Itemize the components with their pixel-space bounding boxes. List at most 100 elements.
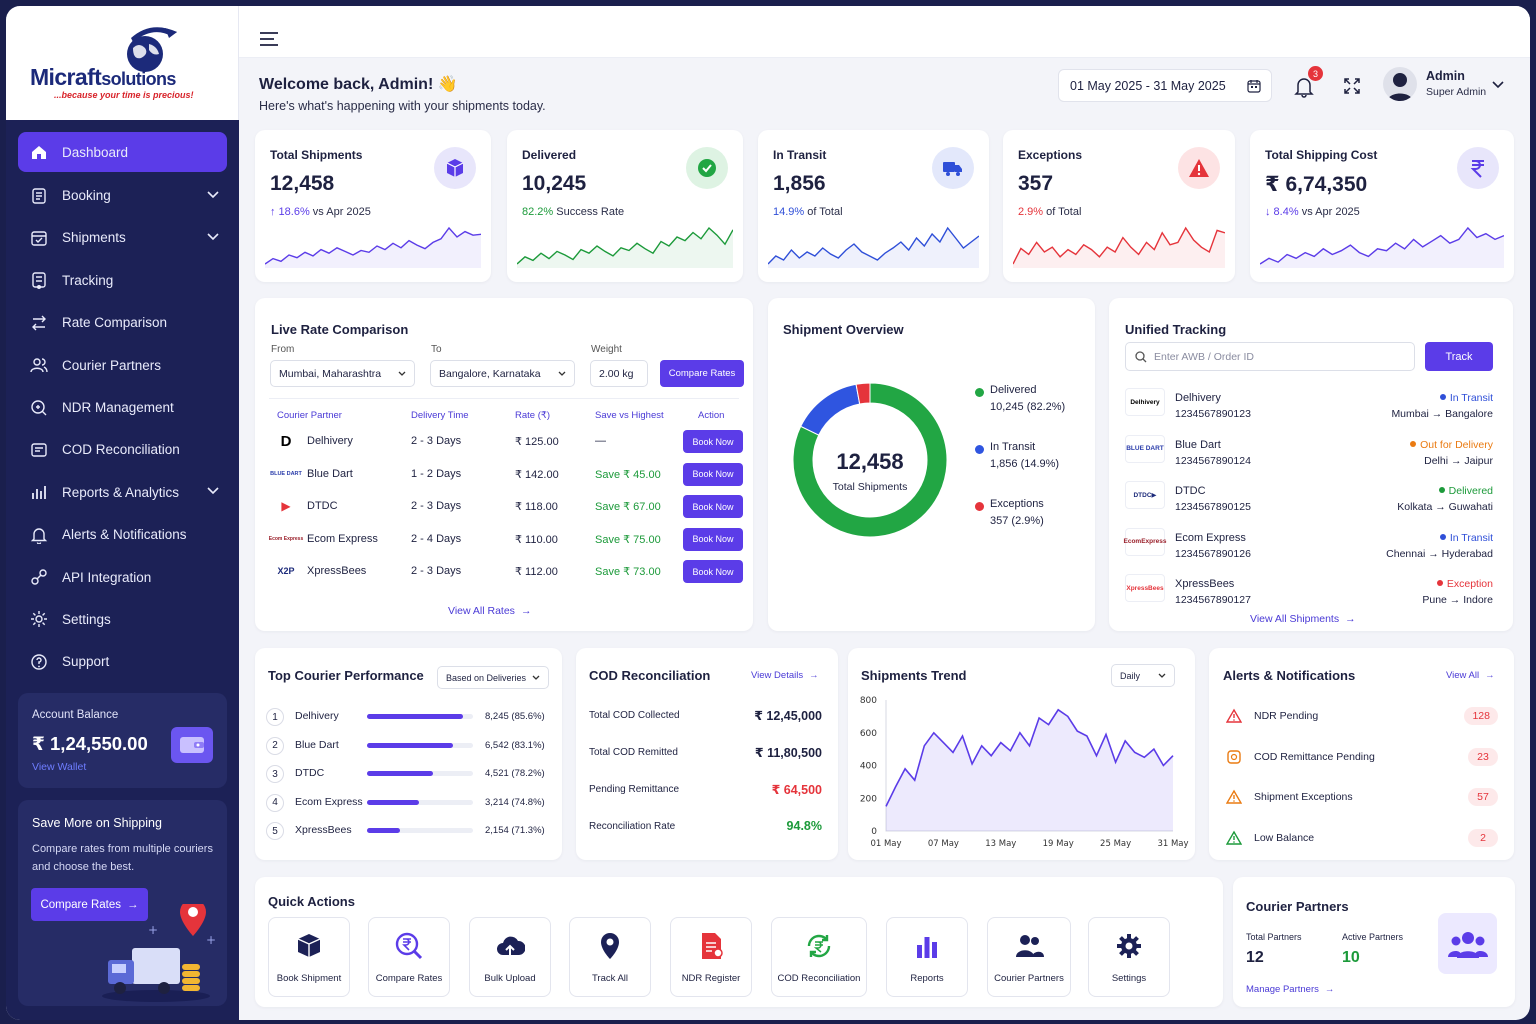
sidebar-item-settings[interactable]: Settings xyxy=(18,598,227,640)
view-all-rates-link[interactable]: View All Rates → xyxy=(448,605,531,617)
cod-row-label: Total COD Collected xyxy=(589,710,680,721)
cod-view-details-link[interactable]: View Details → xyxy=(751,670,819,681)
quick-action-bulk-upload[interactable]: Bulk Upload xyxy=(469,917,551,997)
sidebar-item-api-integration[interactable]: API Integration xyxy=(18,556,227,598)
main-content: Welcome back, Admin! 👋 Here's what's hap… xyxy=(239,6,1530,1020)
compare-rates-button[interactable]: Compare Rates xyxy=(660,360,744,387)
app-window: Micraftsolutions ...because your time is… xyxy=(6,6,1530,1020)
track-button[interactable]: Track xyxy=(1425,342,1493,371)
book-now-button[interactable]: Book Now xyxy=(683,560,743,583)
book-now-button[interactable]: Book Now xyxy=(683,527,743,551)
kpi-sparkline xyxy=(768,226,979,268)
tracking-status-label: Out for Delivery xyxy=(1420,438,1493,451)
quick-action-track-all[interactable]: Track All xyxy=(569,917,651,997)
legend-dot xyxy=(975,388,984,397)
alerts-view-all-link[interactable]: View All → xyxy=(1446,670,1495,681)
performance-bar-track xyxy=(367,771,473,776)
status-dot xyxy=(1436,580,1443,586)
to-select[interactable]: Bangalore, Karnataka xyxy=(430,360,575,387)
arrow-right-icon: → xyxy=(520,605,532,617)
sidebar-item-tracking[interactable]: Tracking xyxy=(18,259,227,301)
weight-input[interactable]: 2.00 kg xyxy=(590,360,648,387)
sidebar-item-reports-analytics[interactable]: Reports & Analytics xyxy=(18,471,227,513)
legend-dot xyxy=(975,502,984,511)
tracking-route: Pune → Indore xyxy=(1422,594,1493,606)
user-avatar[interactable] xyxy=(1383,67,1417,101)
performance-bar-track xyxy=(367,714,473,719)
globe-logo-icon xyxy=(127,27,177,72)
view-wallet-link[interactable]: View Wallet xyxy=(32,761,87,773)
user-menu-chevron-icon[interactable] xyxy=(1492,81,1504,89)
notification-bell-icon[interactable] xyxy=(1294,76,1314,98)
quick-action-settings[interactable]: Settings xyxy=(1088,917,1170,997)
brand-logo[interactable]: Micraftsolutions ...because your time is… xyxy=(6,6,239,120)
kpi-value: 10,245 xyxy=(522,172,587,195)
tracking-icon xyxy=(30,271,48,290)
savings-value: Save ₹ 45.00 xyxy=(595,468,661,481)
sidebar-item-rate-comparison[interactable]: Rate Comparison xyxy=(18,302,227,344)
sidebar-item-shipments[interactable]: Shipments xyxy=(18,217,227,259)
tracking-status: Out for Delivery xyxy=(1410,439,1493,451)
view-all-shipments-link[interactable]: View All Shipments → xyxy=(1250,613,1356,625)
rate-value: ₹ 118.00 xyxy=(515,501,558,513)
menu-toggle-icon[interactable] xyxy=(259,32,279,46)
alert-icon xyxy=(1226,830,1242,845)
performance-bar-fill xyxy=(367,771,433,776)
quick-actions-title: Quick Actions xyxy=(268,894,355,909)
quick-action-cod-reconciliation[interactable]: COD Reconciliation xyxy=(771,917,867,997)
book-now-button[interactable]: Book Now xyxy=(683,430,743,453)
rate-column-header: Courier Partner xyxy=(277,410,342,421)
performance-bar-fill xyxy=(367,714,464,719)
kpi-sparkline xyxy=(1013,226,1225,268)
legend-label: Exceptions xyxy=(990,498,1044,510)
y-tick-label: 0 xyxy=(871,827,877,837)
tracking-route: Mumbai → Bangalore xyxy=(1391,408,1493,420)
weight-label: Weight xyxy=(591,344,622,355)
promo-compare-rates-button[interactable]: Compare Rates → xyxy=(31,888,148,921)
quick-action-ndr-register[interactable]: NDR Register xyxy=(670,917,752,997)
savings-value: — xyxy=(595,435,606,447)
trend-filter-select[interactable]: Daily xyxy=(1111,664,1175,687)
courier-name: Delhivery xyxy=(307,435,353,447)
from-select[interactable]: Mumbai, Maharashtra xyxy=(270,360,415,387)
sparkline-line xyxy=(1013,226,1225,265)
ndr-icon xyxy=(30,399,48,417)
manage-partners-link[interactable]: Manage Partners → xyxy=(1246,984,1334,995)
sidebar-item-support[interactable]: Support xyxy=(18,641,227,683)
book-now-button[interactable]: Book Now xyxy=(683,462,743,486)
arrow-right-icon: → xyxy=(1324,984,1335,995)
sidebar-item-dashboard[interactable]: Dashboard xyxy=(18,132,227,172)
delivery-time: 2 - 3 Days xyxy=(411,435,462,447)
kpi-card-delivered: Delivered 10,245 82.2% Success Rate xyxy=(507,130,743,282)
quick-action-book-shipment[interactable]: Book Shipment xyxy=(268,917,350,997)
y-tick-label: 200 xyxy=(860,794,877,804)
active-partners-label: Active Partners xyxy=(1342,932,1404,942)
kpi-change-text: of Total xyxy=(1043,206,1082,218)
date-range-picker[interactable]: 01 May 2025 - 31 May 2025 xyxy=(1058,69,1272,102)
tracking-awb: 1234567890126 xyxy=(1175,547,1251,560)
courier-logo-icon: BLUE DART xyxy=(270,470,302,477)
sidebar-item-alerts-notifications[interactable]: Alerts & Notifications xyxy=(18,514,227,556)
quick-action-label: NDR Register xyxy=(681,973,741,984)
sidebar-item-ndr-management[interactable]: NDR Management xyxy=(18,386,227,428)
sidebar-item-booking[interactable]: Booking xyxy=(18,174,227,216)
quick-action-courier-partners[interactable]: Courier Partners xyxy=(987,917,1071,997)
alert-count-badge: 128 xyxy=(1464,707,1498,725)
sidebar-item-label: Shipments xyxy=(62,230,126,246)
total-partners-label: Total Partners xyxy=(1246,932,1302,942)
donut-center-label: Total Shipments xyxy=(832,481,908,493)
book-now-button[interactable]: Book Now xyxy=(683,495,743,518)
quick-action-compare-rates[interactable]: Compare Rates xyxy=(368,917,450,997)
user-name[interactable]: Admin xyxy=(1426,69,1465,83)
fullscreen-icon[interactable] xyxy=(1343,77,1361,95)
alert-label: NDR Pending xyxy=(1254,710,1319,722)
quick-action-reports[interactable]: Reports xyxy=(886,917,968,997)
performance-filter-select[interactable]: Based on Deliveries xyxy=(437,666,549,689)
awb-search-input[interactable]: Enter AWB / Order ID xyxy=(1125,342,1415,371)
sidebar-item-courier-partners[interactable]: Courier Partners xyxy=(18,344,227,386)
rupee-icon xyxy=(1457,147,1499,189)
sidebar-item-cod-reconciliation[interactable]: COD Reconciliation xyxy=(18,429,227,471)
kpi-value: 1,856 xyxy=(773,172,826,195)
partners-title: Courier Partners xyxy=(1246,899,1349,914)
performance-value: 3,214 (74.8%) xyxy=(485,796,545,808)
